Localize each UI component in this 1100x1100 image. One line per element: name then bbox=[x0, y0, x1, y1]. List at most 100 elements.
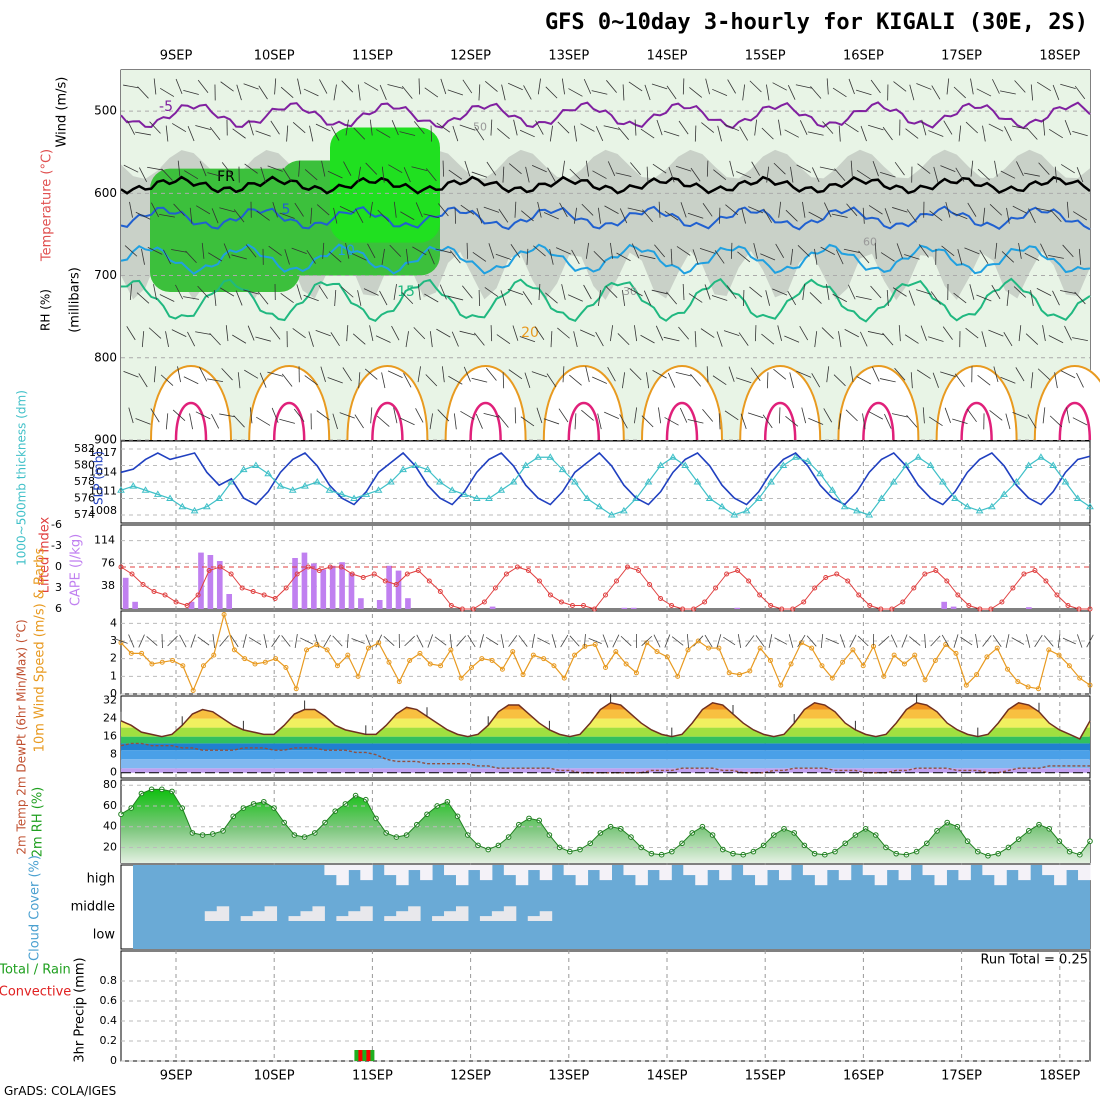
wind-barb bbox=[814, 331, 818, 348]
wind-barb bbox=[979, 249, 989, 264]
wind-barb bbox=[605, 286, 618, 298]
hot-contour bbox=[371, 401, 404, 441]
li-marker bbox=[272, 596, 278, 601]
wind-barb bbox=[751, 161, 761, 176]
wind-barb bbox=[322, 242, 325, 259]
wind-speed-marker bbox=[458, 675, 464, 681]
wind-barb bbox=[654, 244, 666, 258]
wind-barb bbox=[484, 80, 498, 92]
axis-label-cape: CAPE (J/kg) bbox=[69, 534, 84, 606]
wind-barb bbox=[1015, 367, 1025, 382]
wind-barb bbox=[880, 171, 896, 178]
wind-barb bbox=[400, 211, 415, 221]
cape-bar bbox=[1026, 607, 1032, 609]
wind-barb bbox=[668, 166, 675, 183]
wind-barb bbox=[484, 287, 499, 297]
wind-barb bbox=[989, 204, 1003, 216]
wind-barb bbox=[826, 284, 830, 300]
wind-barb bbox=[415, 408, 424, 423]
wind-barb bbox=[932, 372, 939, 388]
surface-wind-barb bbox=[1057, 634, 1061, 649]
contour-label: 20 bbox=[521, 325, 539, 341]
wind-barb bbox=[387, 370, 403, 378]
wind-barb bbox=[486, 367, 497, 381]
top-date-label: 16SEP bbox=[843, 49, 884, 64]
wind-barb bbox=[622, 290, 626, 306]
wind-barb bbox=[1013, 286, 1027, 298]
wind-barb bbox=[256, 416, 271, 426]
wind-barb bbox=[393, 407, 398, 424]
wind-barb bbox=[213, 290, 217, 306]
wind-speed-marker bbox=[541, 656, 547, 662]
surface-wind-barb bbox=[901, 634, 908, 648]
slp-tick-label: 1017 bbox=[89, 446, 117, 459]
bottom-date-label: 14SEP bbox=[647, 1069, 688, 1084]
li-marker bbox=[118, 564, 124, 570]
wind-speed-marker bbox=[190, 687, 196, 693]
wind-barb bbox=[663, 130, 680, 137]
li-marker bbox=[591, 606, 597, 612]
wind-speed-marker bbox=[613, 649, 619, 655]
wind-barb bbox=[177, 366, 181, 383]
wind-barb bbox=[991, 284, 1001, 300]
wind-barb bbox=[658, 201, 661, 218]
cloud-clear-high bbox=[862, 865, 876, 876]
cloud-clear-middle bbox=[204, 911, 218, 921]
wind-barb bbox=[429, 331, 433, 348]
wind-barb bbox=[1012, 411, 1028, 419]
cloud-clear-high bbox=[922, 865, 935, 876]
wind-barb bbox=[663, 336, 680, 342]
top-date-label: 17SEP bbox=[941, 49, 982, 64]
wind-barb bbox=[664, 417, 679, 426]
wind-barb bbox=[573, 331, 578, 347]
temp-tick-label: 8 bbox=[110, 748, 117, 761]
surface-wind-barb bbox=[146, 636, 158, 646]
wind-barb bbox=[364, 368, 378, 380]
wind-barb bbox=[281, 373, 293, 387]
wind-barb bbox=[943, 120, 953, 135]
surface-wind-barb bbox=[686, 634, 689, 649]
wind-barb bbox=[340, 286, 354, 298]
rh-area bbox=[121, 789, 1090, 863]
wind-barb bbox=[345, 119, 349, 136]
wind-barb bbox=[921, 119, 927, 136]
wind-barb bbox=[928, 130, 944, 137]
wind-barb bbox=[838, 125, 841, 142]
cloud-clear-high bbox=[623, 865, 636, 876]
wind-barb bbox=[597, 290, 602, 306]
wind-barb bbox=[862, 207, 865, 224]
wind-barb bbox=[244, 369, 259, 379]
cape-tick-label: 38 bbox=[101, 579, 115, 592]
wind-barb bbox=[357, 84, 361, 101]
wind-barb bbox=[981, 331, 987, 347]
wind-barb bbox=[894, 161, 905, 176]
wind-barb bbox=[689, 87, 703, 98]
cloud-clear-high bbox=[336, 865, 349, 886]
wind-barb bbox=[1049, 415, 1063, 428]
surface-wind-barb bbox=[857, 635, 869, 647]
wind-barb bbox=[123, 370, 139, 378]
surface-wind-barb bbox=[190, 634, 196, 648]
wind-barb bbox=[352, 333, 366, 345]
wind-speed-marker bbox=[1066, 663, 1072, 669]
wind-barb bbox=[811, 373, 821, 388]
li-marker bbox=[316, 568, 322, 573]
wind-barb bbox=[328, 251, 342, 263]
wind-barb bbox=[1030, 84, 1034, 101]
wind-barb bbox=[1060, 83, 1076, 90]
wind-barb bbox=[833, 374, 846, 387]
wind-barb bbox=[858, 250, 870, 264]
wind-barb bbox=[868, 124, 884, 131]
wind-barb bbox=[860, 331, 868, 347]
wind-speed-marker bbox=[850, 647, 856, 653]
surface-wind-barb bbox=[569, 635, 580, 647]
wind-barb bbox=[1054, 372, 1058, 389]
surface-wind-barb bbox=[797, 634, 806, 648]
wind-barb bbox=[476, 208, 483, 224]
cloud-clear-high bbox=[802, 865, 816, 876]
wind-barb bbox=[738, 332, 749, 346]
wind-barb bbox=[412, 246, 427, 256]
wind-barb bbox=[753, 243, 758, 259]
wind-barb bbox=[585, 160, 589, 177]
wind-barb bbox=[558, 408, 569, 423]
